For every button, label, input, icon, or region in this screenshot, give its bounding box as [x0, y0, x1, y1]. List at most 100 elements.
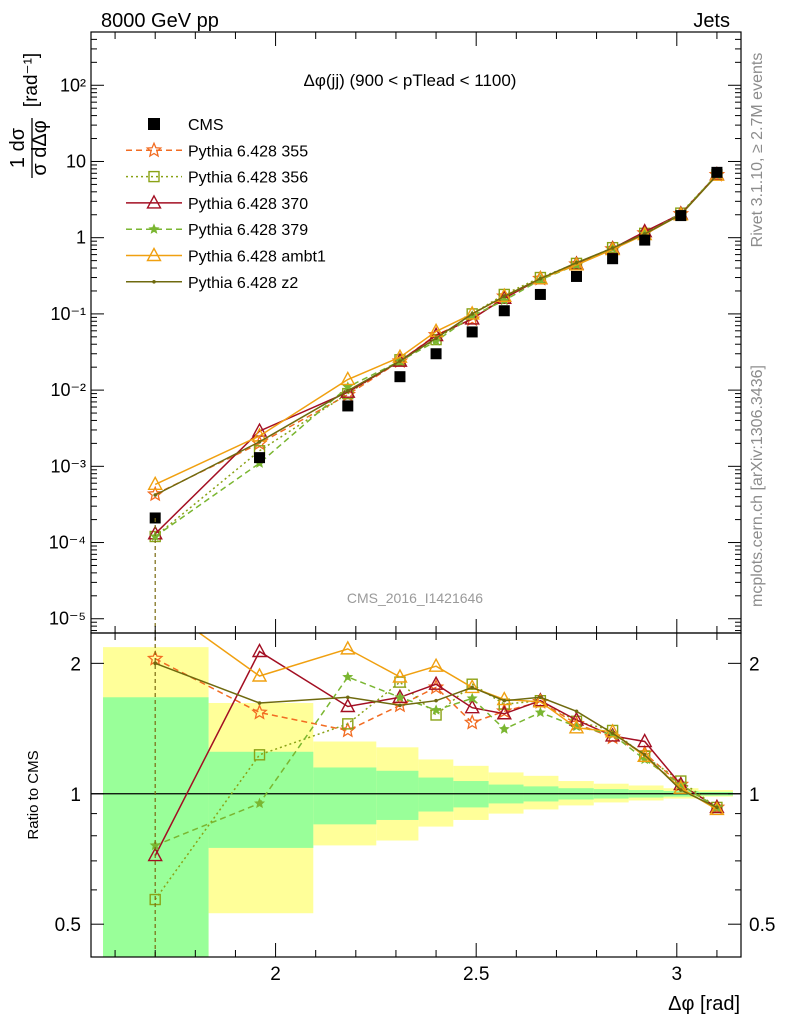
series-2-ratio-point	[496, 705, 512, 720]
series-0-ratio-point	[251, 703, 268, 720]
series-5-ratio-point	[715, 805, 719, 810]
stat-unc-band	[418, 777, 454, 812]
series-5-ratio-point	[398, 703, 402, 708]
series-5-point	[538, 276, 543, 281]
series-1-ratio-line	[154, 681, 718, 900]
cms-data-point	[639, 234, 651, 246]
series-5-ratio-point	[434, 698, 438, 703]
cms-data-point	[534, 288, 546, 300]
ratio-y-tick-label: 0.5	[55, 915, 81, 936]
ratio-y-tick-label-right: 0.5	[749, 915, 775, 936]
series-5-point	[153, 493, 157, 497]
series-4-ratio-point	[637, 747, 653, 763]
series-5-point	[398, 359, 402, 363]
series-5-ratio-point	[345, 695, 350, 700]
legend-label-1: Pythia 6.428 356	[188, 170, 308, 187]
x-tick-label: 2	[270, 964, 281, 985]
top-series-group	[146, 165, 726, 543]
series-5-ratio-point	[642, 753, 647, 757]
series-5-ratio-point	[502, 698, 507, 703]
rivet-label: Rivet 3.1.10, ≥ 2.7M events	[749, 53, 766, 248]
legend-marker-cms	[148, 118, 160, 130]
series-0-ratio-point	[391, 696, 409, 713]
stat-unc-band	[313, 767, 377, 825]
y-tick-label: 10⁻⁴	[49, 533, 86, 553]
series-3-ratio-point	[534, 706, 546, 718]
chart-content: CMS Pythia 6.428 355 Pythia 6.428 356 Pythi…	[7, 31, 776, 985]
series-5-ratio-point	[470, 685, 474, 690]
series-2-ratio-point	[147, 847, 163, 862]
y-axis-label-den: σ dΔφ	[29, 120, 51, 175]
series-4-point	[428, 322, 444, 338]
legend-label-2: Pythia 6.428 370	[188, 196, 308, 213]
ratio-y-tick-label-right: 1	[749, 785, 760, 806]
series-1-line	[154, 174, 718, 538]
series-1-ratio-point	[342, 718, 354, 730]
series-5-point	[434, 336, 438, 340]
series-3-ratio-point	[342, 671, 354, 682]
series-4-ratio-point	[532, 693, 549, 708]
y-axis-label: 1 dσ σ dΔφ [rad⁻¹]	[7, 53, 51, 178]
series-5-point	[574, 260, 579, 265]
y-axis-label-unit: [rad⁻¹]	[21, 53, 42, 107]
series-5-ratio-point	[574, 709, 579, 714]
y-tick-label: 10⁻³	[50, 456, 86, 476]
legend-label-3: Pythia 6.428 379	[188, 222, 308, 239]
series-4-ratio-point	[568, 719, 585, 734]
legend-marker-4	[146, 247, 162, 262]
y-tick-label: 1	[76, 228, 86, 248]
series-4-ratio-point	[340, 640, 356, 655]
legend-marker-1	[148, 170, 160, 183]
series-2-ratio-point	[340, 698, 356, 713]
legend-label-5: Pythia 6.428 z2	[188, 275, 298, 292]
series-3-ratio-point	[430, 704, 442, 715]
cms-data-point	[675, 210, 687, 222]
series-4-ratio-point	[464, 678, 480, 694]
series-3-ratio-point	[498, 723, 510, 734]
y-axis-label-num: 1 dσ	[7, 127, 29, 168]
x-ticks: 2 2.5 3	[114, 32, 718, 985]
series-5-point	[345, 388, 350, 393]
legend-marker-5	[152, 280, 156, 284]
ratio-series-group	[146, 633, 726, 906]
cms-data-point	[570, 270, 582, 282]
series-5-ratio-point	[538, 695, 543, 700]
legend-marker-3	[148, 223, 160, 234]
legend-label-0: Pythia 6.428 355	[188, 143, 308, 160]
legend-marker-0	[145, 141, 163, 158]
header-left: 8000 GeV pp	[101, 10, 219, 32]
series-5-ratio-point	[610, 731, 615, 735]
series-5-point	[610, 246, 615, 250]
y-tick-label: 10⁻⁵	[49, 609, 86, 629]
x-axis-label: Δφ [rad]	[668, 993, 740, 1015]
legend: CMS Pythia 6.428 355 Pythia 6.428 356 Pythi…	[126, 117, 326, 292]
cms-data-point	[254, 452, 266, 464]
cms-data-point	[711, 166, 723, 178]
series-2-ratio-point	[251, 643, 268, 658]
ratio-axis-label: Ratio to CMS	[25, 750, 42, 839]
series-5-ratio-point	[257, 701, 262, 705]
series-4-ratio-point	[709, 800, 725, 816]
legend-label-4: Pythia 6.428 ambt1	[188, 249, 326, 266]
series-5-point	[502, 294, 507, 299]
legend-marker-2	[146, 194, 162, 209]
y-tick-label: 10	[66, 151, 86, 171]
stat-unc-band	[376, 770, 419, 820]
header-right: Jets	[693, 10, 730, 32]
ratio-y-tick-label: 1	[70, 785, 81, 806]
series-3-ratio-point	[466, 692, 478, 704]
series-4-point	[340, 370, 356, 386]
series-5-ratio-point	[679, 788, 683, 792]
cms-data-point	[607, 253, 619, 265]
series-2-ratio-point	[637, 733, 653, 748]
x-tick-label: 2.5	[463, 964, 489, 985]
cms-data-point	[498, 305, 510, 317]
cms-data-point	[430, 348, 442, 360]
ratio-y-tick-label: 2	[70, 654, 81, 675]
ratio-bands	[103, 647, 733, 957]
series-1-ratio-point	[253, 749, 266, 761]
ratio-y-ticks: 0.5 0.5 1 1 2 2	[55, 654, 776, 936]
series-0-ratio-point	[463, 713, 481, 730]
series-2-ratio-line	[154, 650, 718, 856]
